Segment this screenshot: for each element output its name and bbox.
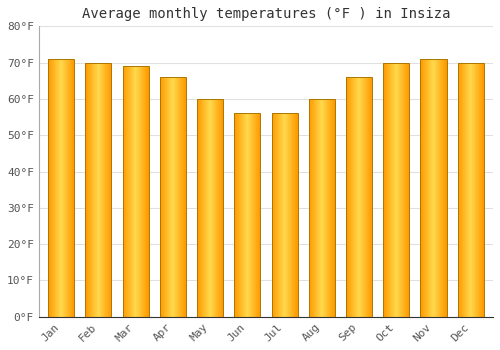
Bar [197, 99, 223, 317]
Bar [48, 59, 74, 317]
Bar [346, 77, 372, 317]
Bar [86, 63, 112, 317]
Bar [122, 66, 148, 317]
Bar [308, 99, 335, 317]
Bar [234, 113, 260, 317]
Bar [272, 113, 297, 317]
Bar [420, 59, 446, 317]
Title: Average monthly temperatures (°F ) in Insiza: Average monthly temperatures (°F ) in In… [82, 7, 450, 21]
Bar [383, 63, 409, 317]
Bar [160, 77, 186, 317]
Bar [458, 63, 483, 317]
